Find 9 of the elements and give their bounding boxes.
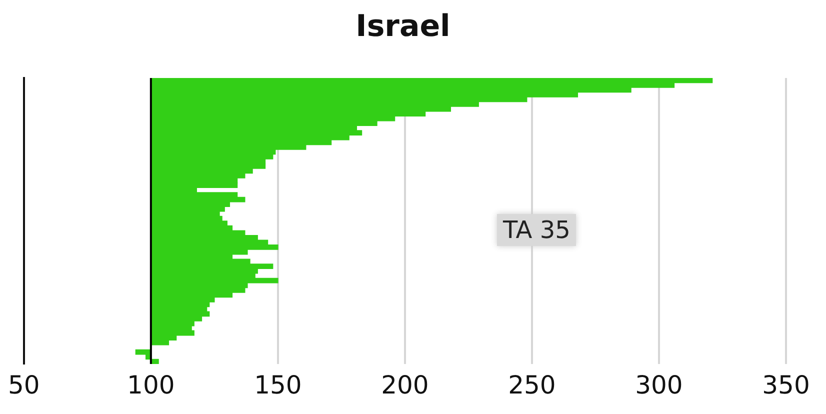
x-tick-label: 250: [508, 370, 556, 400]
x-tick-label: 150: [254, 370, 302, 400]
annotation: TA 35: [497, 214, 576, 246]
x-tick-label: 50: [8, 370, 40, 400]
x-tick-label: 100: [127, 370, 175, 400]
chart-title: Israel: [356, 8, 450, 44]
x-tick-label: 200: [381, 370, 429, 400]
x-tick-label: 350: [762, 370, 810, 400]
x-tick-label: 300: [635, 370, 683, 400]
